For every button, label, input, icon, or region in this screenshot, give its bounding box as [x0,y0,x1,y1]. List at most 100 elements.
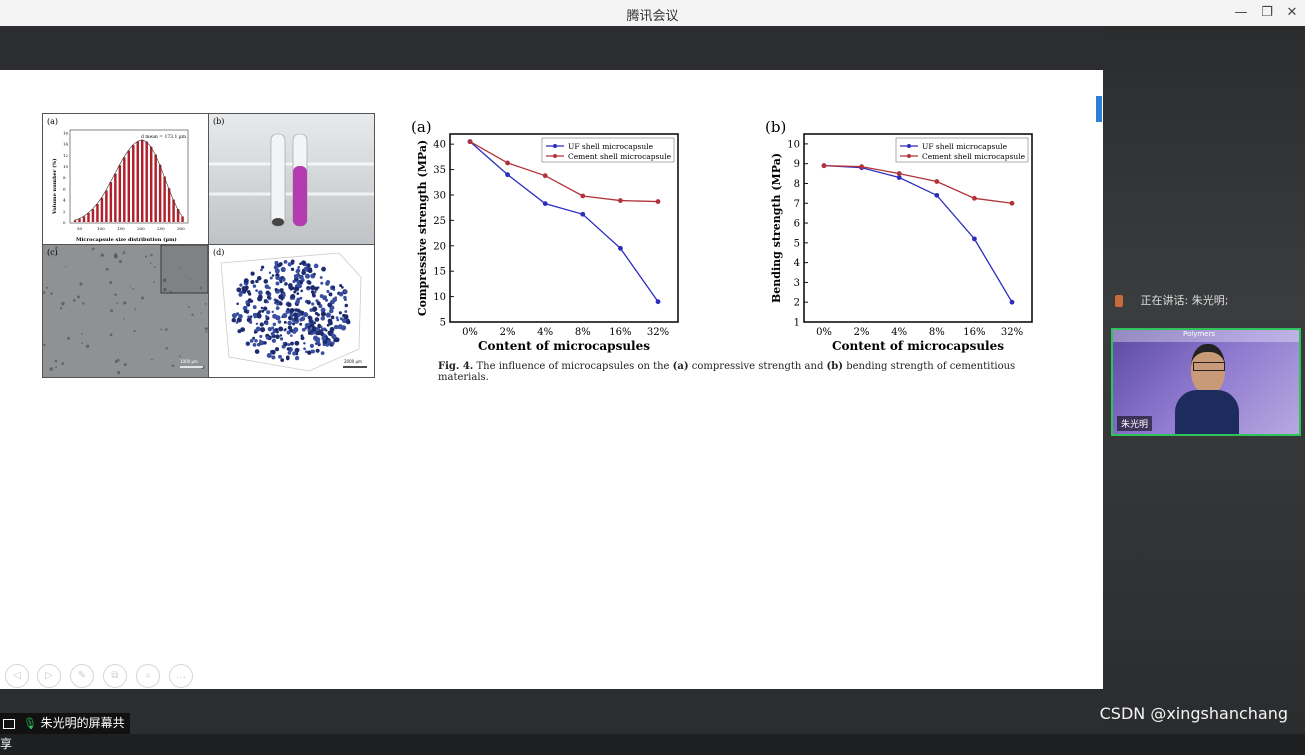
texture-dot [144,255,148,258]
texture-dot [163,287,167,292]
panel-d-label: (d) [213,248,224,257]
microcapsule-dot [257,311,261,315]
y-tick-label: 6 [794,219,800,230]
texture-dot [169,290,172,293]
microcapsule-dot [280,358,285,363]
pen-icon[interactable]: ✎ [70,664,94,688]
microcapsule-dot [282,312,288,319]
caption-a: (a) [672,361,689,372]
panel-c-label: (c) [47,248,58,257]
microcapsule-dot [317,325,321,329]
microcapsule-dot [295,268,301,274]
microcapsule-dot [253,330,257,334]
y-tick-label: 4 [794,258,800,269]
microcapsule-dot [294,340,300,346]
figure-panel-d: (d) 2000 µm [208,244,375,378]
microcapsule-dot [271,310,274,314]
histogram-bar [172,199,175,222]
microcapsule-dot [335,316,339,320]
x-tick-label: 200 [137,226,145,231]
texture-dot [54,359,58,363]
microcapsule-dot [279,334,283,337]
microcapsule-dot [299,317,303,322]
histogram-bar [136,141,139,222]
microcapsule-dot [278,294,284,300]
minimize-button[interactable]: — [1234,5,1248,20]
speaking-indicator: 正在讲话: 朱光明; [1103,288,1305,314]
microcapsule-dot [239,283,243,287]
data-point [505,160,510,166]
microcapsule-dot [307,315,312,320]
microcapsule-dot [313,335,319,341]
texture-dot [199,286,202,290]
scale-label-d: 2000 µm [344,359,362,364]
y-tick-label: 6 [63,186,66,191]
histogram-bar [114,173,117,222]
participant-video[interactable]: Polymers 朱光明 [1111,328,1301,436]
microcapsule-dot [274,288,278,292]
figure-panel-a: (a) d mean = 173.1 µm Volume number (%) … [42,113,209,245]
microcapsule-dot [283,260,288,264]
microcapsule-dot [303,312,309,318]
data-point [859,164,864,170]
microcapsule-dot [310,290,315,294]
texture-dot [85,344,90,348]
microcapsule-dot [259,334,263,338]
data-point [467,139,473,145]
shared-slide: (a) d mean = 173.1 µm Volume number (%) … [0,70,1103,689]
microcapsule-dot [274,328,279,332]
texture-dot [122,252,125,255]
y-tick-label: 2 [63,209,66,214]
microcapsule-dot [256,313,262,319]
screen-share-tag[interactable]: 🎙 朱光明的屏幕共享 [0,713,130,751]
microcapsule-dot [260,268,263,272]
texture-dot [165,347,169,350]
histogram-bar [163,176,166,222]
y-axis-label: Compressive strength (MPa) [416,140,429,316]
series-line [823,165,1013,303]
microcapsule-dot [261,309,265,313]
caption-text-3: bending strength of cementitious materia… [438,361,1016,383]
microcapsule-dot [271,355,276,360]
microcapsule-dot [290,259,295,264]
microcapsule-dot [282,278,286,282]
x-axis-label: Microcapsule size distribution (µm) [76,236,177,243]
microcapsule-dot [312,306,318,312]
microcapsule-dot [309,343,315,348]
microcapsule-dot [279,288,284,293]
data-point [1009,200,1015,206]
copy-icon[interactable]: ⧉ [103,664,127,688]
microcapsule-dot [279,280,283,284]
microcapsule-dot [331,285,336,290]
next-icon[interactable]: ▷ [37,664,61,688]
close-button[interactable]: ✕ [1286,5,1298,20]
microcapsule-dot [252,284,257,288]
restore-button[interactable]: ❐ [1261,5,1273,20]
texture-dot [113,253,118,257]
microcapsule-dot [306,300,311,305]
data-point [618,245,623,251]
microcapsule-dot [294,273,299,279]
x-tick-label: 32% [1001,327,1023,338]
microcapsule-dot [338,311,342,315]
texture-dot [61,362,65,366]
microcapsule-dot [283,320,287,324]
more-icon[interactable]: … [169,664,193,688]
microcapsule-dot [252,336,256,340]
ct-scan-image: (d) 2000 µm [213,248,367,372]
microcapsule-dot [321,335,327,341]
prev-icon[interactable]: ◁ [5,664,29,688]
histogram-bar [82,216,86,222]
microcapsule-dot [321,327,324,331]
side-panel-toggle[interactable] [1096,96,1102,122]
texture-dot [42,291,46,294]
microcapsule-dot [244,285,249,290]
texture-dot [45,286,49,289]
zoom-icon[interactable]: ⌕ [136,664,160,688]
texture-dot [80,332,83,335]
microcapsule-dot [290,267,295,271]
data-point [934,179,940,184]
texture-dot [116,370,121,375]
texture-dot [72,299,76,302]
texture-dot [114,360,118,363]
